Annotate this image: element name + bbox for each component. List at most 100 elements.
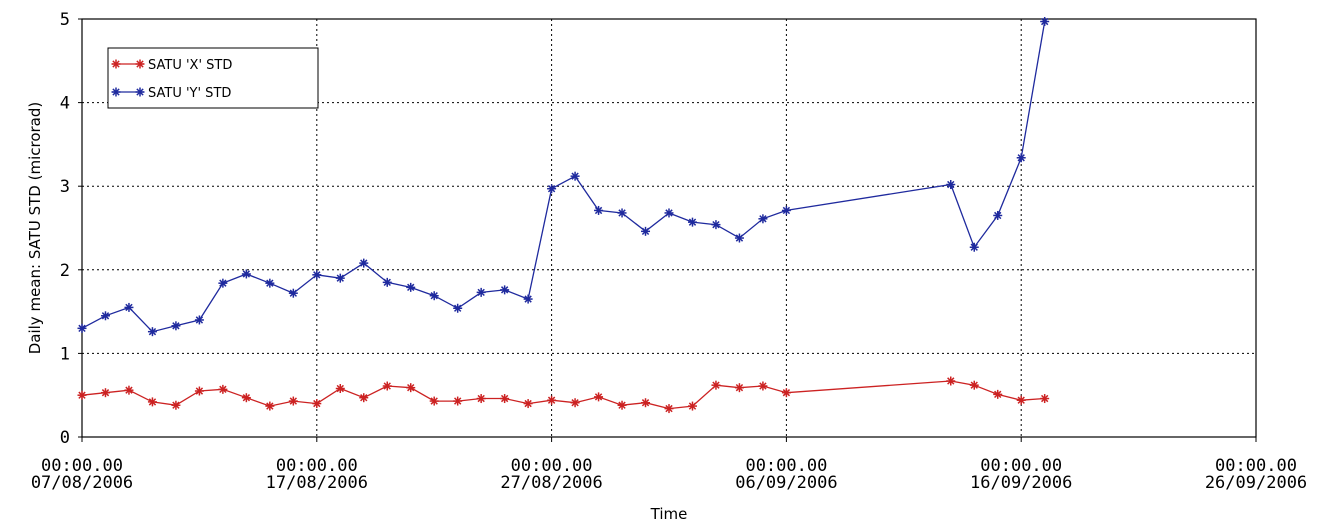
data-point [781,205,791,215]
y-tick-label: 5 [60,10,70,30]
data-point [664,208,674,218]
data-point [335,273,345,283]
data-point [1016,153,1026,163]
data-point [594,205,604,215]
data-point [312,399,322,409]
x-tick-date-label: 26/09/2006 [1205,473,1307,493]
legend-marker [135,59,145,69]
y-tick-label: 3 [60,177,70,197]
data-point [687,401,697,411]
legend-marker [111,87,121,97]
data-point [265,278,275,288]
data-point [429,396,439,406]
data-point [453,303,463,313]
data-point [946,376,956,386]
series-line-2 [81,21,1046,333]
data-point [594,392,604,402]
data-point [969,380,979,390]
legend-marker [111,59,121,69]
legend-marker [135,87,145,97]
data-point [734,233,744,243]
data-point [946,180,956,190]
legend: SATU 'X' STD SATU 'Y' STD [107,47,319,109]
series-group [77,17,1050,414]
data-point [711,220,721,230]
data-point [570,398,580,408]
data-point [758,214,768,224]
data-point [641,226,651,236]
data-point [288,396,298,406]
data-point [100,388,110,398]
data-point [476,394,486,404]
x-tick-date-label: 07/08/2006 [31,473,133,493]
data-point [617,208,627,218]
data-point [194,386,204,396]
y-axis: 0 1 2 3 4 5 [60,10,82,448]
data-point [993,210,1003,220]
data-point [382,381,392,391]
y-tick-label: 0 [60,428,70,448]
data-point [758,381,768,391]
x-tick-date-label: 06/09/2006 [735,473,837,493]
data-point [265,401,275,411]
x-tick-time-label: 00:00.00 [511,456,593,476]
x-tick-time-label: 00:00.00 [276,456,358,476]
x-tick-date-label: 27/08/2006 [500,473,602,493]
data-point [969,242,979,252]
data-point [359,393,369,403]
legend-label: SATU 'X' STD [148,58,232,73]
x-tick-time-label: 00:00.00 [745,456,827,476]
data-point [547,395,557,405]
data-point [664,404,674,414]
data-point [1016,395,1026,405]
data-point [171,400,181,410]
data-point [147,327,157,337]
data-point [77,323,87,333]
data-point [1040,17,1050,27]
x-tick-date-label: 17/08/2006 [266,473,368,493]
data-point [570,171,580,181]
data-point [382,277,392,287]
y-tick-label: 1 [60,344,70,364]
data-point [171,321,181,331]
legend-label: SATU 'Y' STD [148,86,231,101]
data-point [218,278,228,288]
data-point [312,270,322,280]
data-point [641,398,651,408]
series-line-1 [81,380,1045,410]
data-point [523,399,533,409]
data-point [429,291,439,301]
data-point [124,385,134,395]
data-point [124,302,134,312]
y-axis-title: Daily mean: SATU STD (microrad) [26,102,44,355]
data-point [241,269,251,279]
y-tick-label: 4 [60,94,70,114]
y-tick-label: 2 [60,261,70,281]
data-point [617,400,627,410]
data-point [476,287,486,297]
data-point [406,383,416,393]
x-tick-time-label: 00:00.00 [41,456,123,476]
x-tick-time-label: 00:00.00 [1215,456,1297,476]
data-point [359,258,369,268]
data-point [547,184,557,194]
x-axis: 00:00.0007/08/200600:00.0017/08/200600:0… [31,437,1307,493]
data-point [781,388,791,398]
data-point [147,397,157,407]
data-point [1040,394,1050,404]
data-point [734,383,744,393]
data-point [335,384,345,394]
x-tick-date-label: 16/09/2006 [970,473,1072,493]
plot-frame [81,18,1257,438]
data-point [77,390,87,400]
data-point [500,394,510,404]
legend-box [107,47,319,109]
data-point [993,389,1003,399]
data-point [523,294,533,304]
x-axis-title: Time [650,505,688,523]
data-point [406,282,416,292]
x-tick-time-label: 00:00.00 [980,456,1062,476]
data-point [288,288,298,298]
data-point [500,285,510,295]
data-point [453,396,463,406]
